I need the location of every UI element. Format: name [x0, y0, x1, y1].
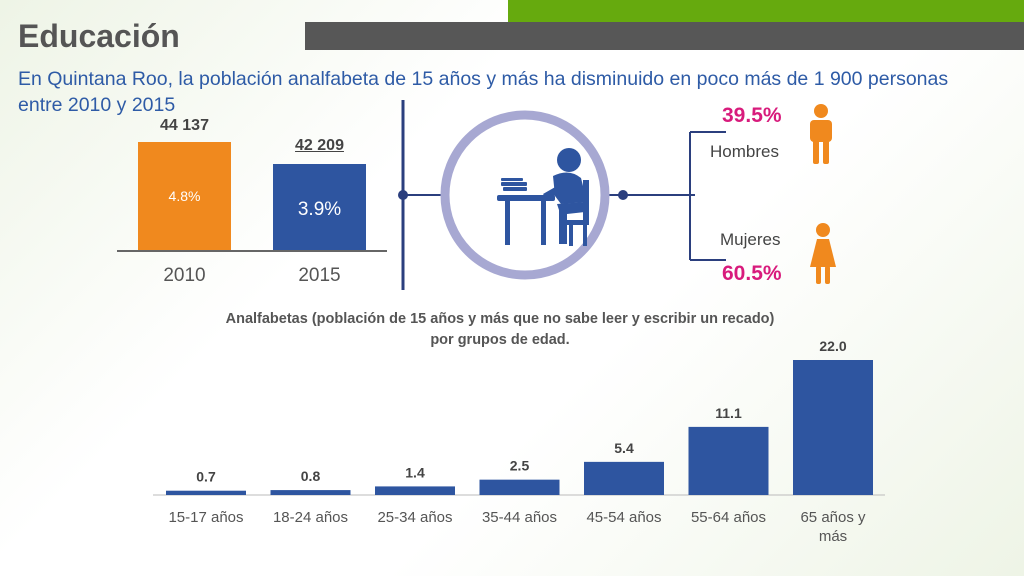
women-label: Mujeres: [720, 230, 781, 249]
caption-line-1: Analfabetas (población de 15 años y más …: [225, 311, 775, 327]
bar-value-label: 2.5: [510, 458, 530, 474]
bar-0: [166, 490, 246, 495]
bar-2015: [273, 164, 366, 250]
connector-dot-right: [618, 190, 628, 200]
bar-value-label: 0.8: [301, 468, 321, 484]
bar-value-label: 0.7: [196, 469, 216, 485]
bar-5: [688, 426, 769, 495]
category-label: 25-34 años: [377, 509, 452, 526]
header-gray-band: [305, 22, 1024, 50]
total-2015-label: 42 209: [295, 137, 344, 154]
gender-branch-lines: [689, 131, 726, 261]
bar-value-label: 22.0: [819, 338, 846, 354]
bottom-chart-caption: Analfabetas (población de 15 años y más …: [150, 309, 850, 351]
connector-dot-left: [398, 190, 408, 200]
top-chart-baseline: [117, 250, 387, 252]
bar-6: [793, 360, 873, 495]
category-label: 45-54 años: [586, 509, 661, 526]
bar-1: [270, 490, 351, 495]
bar-value-label: 1.4: [405, 464, 425, 480]
pct-2015-label: 3.9%: [297, 199, 342, 220]
bar-2010: [138, 142, 231, 250]
student-at-desk-icon: [497, 148, 589, 246]
men-percent: 39.5%: [722, 104, 782, 127]
men-label: Hombres: [710, 142, 779, 161]
category-label: 18-24 años: [273, 509, 348, 526]
woman-icon: [810, 223, 836, 284]
page-subtitle: En Quintana Roo, la población analfabeta…: [18, 68, 949, 116]
category-label: 35-44 años: [482, 509, 557, 526]
bar-2: [375, 486, 455, 495]
year-2015-label: 2015: [298, 265, 341, 286]
pct-2010-label: 4.8%: [168, 188, 201, 204]
year-2010-label: 2010: [163, 265, 206, 286]
category-label: 55-64 años: [691, 509, 766, 526]
category-label: 65 años y más: [800, 509, 866, 545]
category-label: 15-17 años: [168, 509, 243, 526]
page-title: Educación: [18, 18, 180, 54]
bar-3: [479, 479, 560, 495]
man-icon: [810, 104, 832, 164]
caption-line-2: por grupos de edad.: [430, 332, 570, 348]
bar-value-label: 11.1: [715, 405, 742, 421]
bar-value-label: 5.4: [614, 440, 634, 456]
header-green-band: [508, 0, 1024, 22]
total-2010-label: 44 137: [160, 117, 209, 134]
women-percent: 60.5%: [722, 262, 782, 285]
bar-4: [584, 461, 664, 495]
